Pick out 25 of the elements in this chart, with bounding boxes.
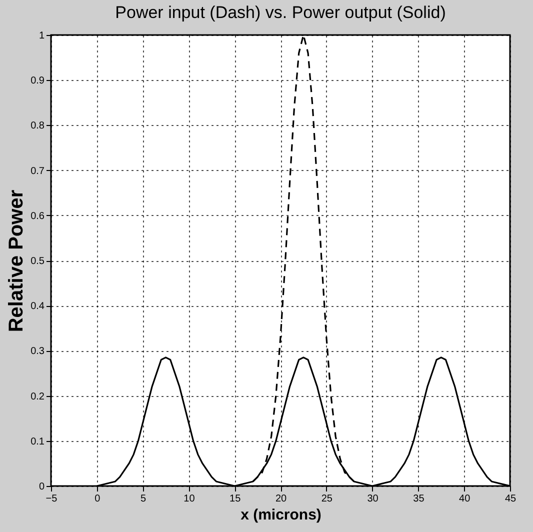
x-axis-title: x (microns) [240, 506, 322, 524]
x-tick-label: 10 [184, 494, 196, 504]
x-tick-label: 25 [321, 494, 333, 504]
x-tick-label: 0 [94, 494, 101, 504]
y-tick-label: 0.9 [30, 76, 45, 87]
x-tick-label: 5 [140, 494, 147, 504]
y-tick-label: 0.5 [30, 256, 45, 267]
y-tick-label: 0.3 [30, 346, 45, 358]
y-tick-label: 0.6 [30, 210, 45, 222]
y-tick-label: 0.4 [30, 301, 45, 312]
x-tick-label: 35 [413, 494, 425, 504]
y-axis-title: Relative Power [6, 190, 28, 332]
x-tick-label: 40 [459, 494, 471, 504]
x-tick-label: 15 [230, 494, 242, 504]
y-tick-label: 0.1 [30, 436, 45, 448]
y-tick-label: 0.7 [30, 166, 45, 177]
y-tick-label: 0 [38, 482, 45, 492]
chart-title: Power input (Dash) vs. Power output (Solid) [115, 3, 446, 22]
x-tick-label: −5 [46, 494, 58, 504]
x-tick-label: 30 [367, 494, 379, 504]
x-tick-label: 45 [504, 494, 516, 504]
x-tick-label: 20 [275, 494, 287, 504]
y-tick-label: 0.2 [30, 391, 45, 402]
y-tick-label: 1 [38, 30, 45, 42]
y-tick-label: 0.8 [30, 120, 45, 132]
